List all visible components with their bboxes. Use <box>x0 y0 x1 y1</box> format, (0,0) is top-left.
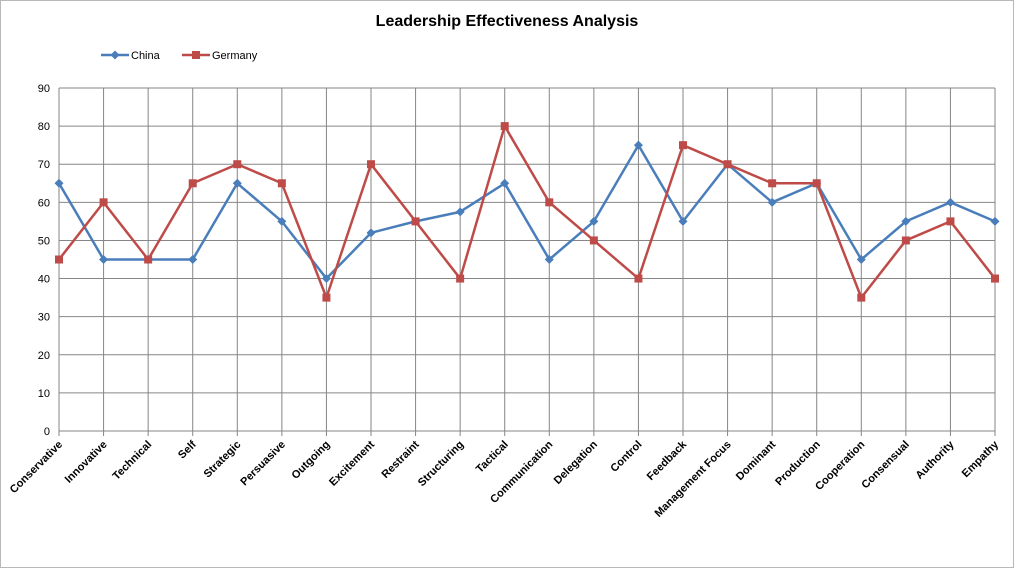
germany-data-point <box>723 160 732 169</box>
germany-data-point <box>411 217 420 226</box>
china-data-point <box>945 197 955 207</box>
china-legend-marker <box>110 50 120 60</box>
x-tick-label: Feedback <box>645 438 690 483</box>
x-tick-label: Outgoing <box>290 439 333 482</box>
y-tick-label: 20 <box>38 350 50 362</box>
china-legend-label: China <box>131 50 161 62</box>
china-data-point <box>589 216 599 226</box>
germany-data-point <box>277 179 286 188</box>
china-data-point <box>321 274 331 284</box>
x-tick-label: Delegation <box>552 438 600 486</box>
x-tick-label: Innovative <box>63 439 110 486</box>
y-tick-label: 30 <box>38 312 50 324</box>
china-data-point <box>633 140 643 150</box>
china-data-point <box>366 228 376 238</box>
germany-data-point <box>946 217 955 226</box>
germany-data-point <box>233 160 242 169</box>
germany-data-point <box>322 293 331 302</box>
germany-data-point <box>679 141 687 150</box>
x-tick-label: Persuasive <box>238 439 288 489</box>
china-data-point <box>188 255 198 264</box>
china-data-point <box>500 178 510 188</box>
x-tick-label: Authority <box>913 438 957 482</box>
china-data-point <box>544 255 554 264</box>
y-tick-label: 0 <box>44 426 50 438</box>
x-tick-label: Structuring <box>416 439 466 489</box>
germany-data-point <box>857 293 866 302</box>
germany-data-point <box>456 274 465 283</box>
china-data-point <box>54 178 64 188</box>
germany-data-point <box>500 122 509 131</box>
x-tick-label: Technical <box>110 439 154 483</box>
china-series-line <box>57 143 996 280</box>
germany-data-point <box>188 179 197 188</box>
x-tick-label: Restraint <box>379 438 421 480</box>
x-tick-label: Excitement <box>327 438 377 488</box>
germany-data-point <box>768 179 777 188</box>
y-tick-label: 50 <box>38 235 50 247</box>
y-tick-label: 40 <box>38 274 50 286</box>
x-tick-label: Self <box>176 438 199 461</box>
china-data-point <box>678 216 688 226</box>
x-tick-label: Conservative <box>8 439 65 496</box>
x-tick-label: Control <box>608 439 644 475</box>
china-data-point <box>99 255 109 264</box>
china-data-point <box>856 255 866 264</box>
y-tick-label: 90 <box>38 83 50 95</box>
germany-data-point <box>545 198 554 207</box>
y-tick-label: 70 <box>38 159 50 171</box>
x-tick-label: Empathy <box>960 438 1002 480</box>
germany-data-point <box>812 179 821 188</box>
china-data-point <box>990 216 1000 226</box>
germany-series-line <box>58 124 996 299</box>
chart-title: Leadership Effectiveness Analysis <box>375 13 639 30</box>
germany-legend-label: Germany <box>212 50 258 62</box>
y-tick-label: 60 <box>38 197 50 209</box>
germany-data-point <box>55 255 63 264</box>
x-tick-label: Management Focus <box>653 439 734 520</box>
germany-data-point <box>367 160 375 169</box>
germany-data-point <box>634 274 643 283</box>
germany-legend-marker <box>192 51 200 59</box>
germany-data-point <box>991 274 999 283</box>
x-tick-label: Dominant <box>734 438 779 483</box>
china-data-point <box>455 207 465 217</box>
germany-data-point <box>901 236 910 245</box>
germany-data-point <box>144 255 153 264</box>
germany-data-point <box>589 236 598 245</box>
germany-data-point <box>99 198 108 207</box>
china-data-point <box>901 216 911 226</box>
y-tick-label: 80 <box>38 121 50 133</box>
china-data-point <box>277 216 287 226</box>
x-tick-label: Tactical <box>474 439 511 476</box>
china-data-point <box>232 178 242 188</box>
y-tick-label: 10 <box>38 388 50 400</box>
x-tick-label: Strategic <box>202 439 244 481</box>
china-data-point <box>767 197 777 207</box>
x-tick-label: Consensual <box>859 439 912 492</box>
